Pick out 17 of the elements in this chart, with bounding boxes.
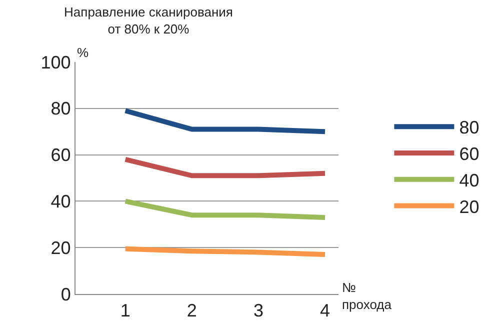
x-tick-label: 4	[320, 300, 330, 321]
y-tick-label: 20	[50, 238, 71, 258]
legend-label: 40	[459, 170, 480, 190]
y-tick-label: 100	[40, 52, 71, 72]
y-tick-label: 0	[60, 284, 71, 304]
legend-label: 80	[459, 118, 480, 138]
x-tick-label: 2	[186, 300, 197, 321]
legend-label: 60	[459, 144, 480, 164]
y-axis-title: %	[77, 45, 89, 60]
y-tick-label: 80	[50, 98, 71, 119]
x-axis-title: № прохода	[342, 280, 392, 312]
legend-label: 20	[459, 196, 480, 217]
x-tick-label: 3	[253, 300, 264, 321]
y-tick-label: 40	[50, 192, 71, 212]
chart-title: Направление сканирования от 80% к 20%	[64, 4, 233, 37]
x-tick-label: 1	[120, 300, 130, 321]
y-tick-label: 60	[50, 145, 71, 166]
